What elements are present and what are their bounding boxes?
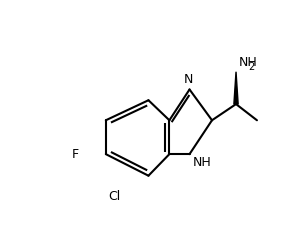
Text: Cl: Cl bbox=[108, 190, 120, 203]
Text: F: F bbox=[72, 148, 79, 161]
Text: NH: NH bbox=[193, 157, 211, 170]
Polygon shape bbox=[234, 72, 238, 104]
Text: 2: 2 bbox=[248, 62, 255, 72]
Text: NH: NH bbox=[238, 56, 257, 69]
Text: N: N bbox=[184, 73, 194, 86]
